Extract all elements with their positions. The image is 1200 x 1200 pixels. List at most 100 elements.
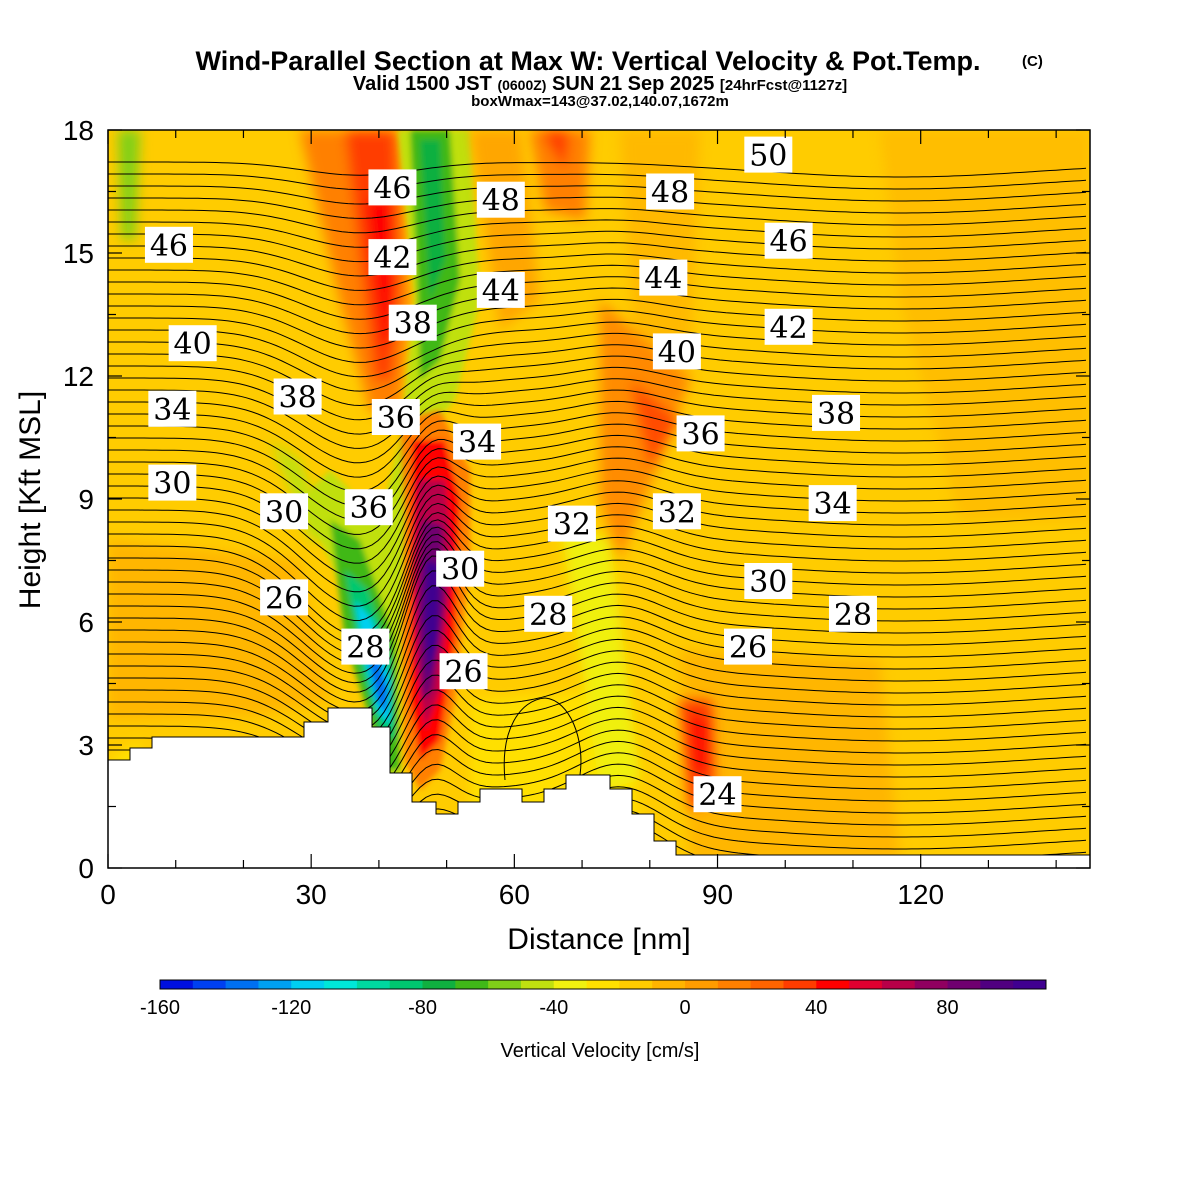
colorbar-swatch <box>422 980 456 989</box>
x-tick-label: 90 <box>702 879 733 910</box>
y-axis-title: Height [Kft MSL] <box>14 391 47 609</box>
theta-contour-line <box>108 321 1087 378</box>
colorbar-swatch <box>160 980 194 989</box>
theta-contour-line <box>108 242 1087 277</box>
theta-contour-line <box>108 585 1087 713</box>
theta-contour-line <box>108 629 1087 742</box>
colorbar-swatch <box>1013 980 1047 989</box>
theta-label: 34 <box>808 485 857 522</box>
subtitle-utc: (0600Z) <box>497 77 546 93</box>
theta-contour-line <box>108 659 1087 761</box>
theta-label: 26 <box>260 579 309 616</box>
theta-label: 28 <box>341 628 390 666</box>
theta-label: 34 <box>148 390 197 428</box>
theta-label-text: 46 <box>373 171 411 206</box>
theta-label: 40 <box>168 325 217 362</box>
theta-label: 32 <box>652 493 701 530</box>
chart-title: Wind-Parallel Section at Max W: Vertical… <box>196 46 981 76</box>
theta-contour-line <box>108 173 1087 191</box>
theta-label: 46 <box>764 222 813 260</box>
x-axis-title: Distance [nm] <box>507 923 690 956</box>
theta-label-box <box>676 415 725 452</box>
theta-label: 30 <box>260 493 309 530</box>
theta-label: 28 <box>828 595 877 633</box>
x-tick-label: 30 <box>296 879 327 910</box>
theta-contour-line <box>108 493 1087 607</box>
theta-label: 34 <box>453 423 502 461</box>
subtitle-forecast: [24hrFcst@1127z] <box>720 77 847 94</box>
theta-label: 36 <box>676 415 725 452</box>
theta-contour-line <box>108 615 1087 732</box>
colorbar-swatch <box>980 980 1014 989</box>
theta-label-text: 44 <box>644 262 682 297</box>
theta-label-text: 26 <box>444 655 482 690</box>
theta-label-text: 38 <box>394 307 432 342</box>
chart-subtitle-2: boxWmax=143@37.02,140.07,1672m <box>471 93 729 110</box>
theta-label-text: 34 <box>153 393 191 428</box>
colorbar-swatch <box>553 980 588 989</box>
colorbar-swatch <box>717 980 752 989</box>
theta-label: 26 <box>439 653 488 690</box>
theta-label: 44 <box>476 271 525 309</box>
colorbar-swatch <box>356 980 391 989</box>
theta-label-text: 34 <box>458 426 496 461</box>
theta-label-box <box>652 333 701 370</box>
theta-label-box <box>371 399 420 435</box>
x-tick-label: 60 <box>499 879 530 910</box>
colorbar-tick-label: -160 <box>140 997 180 1019</box>
theta-label-box <box>439 653 488 690</box>
theta-label-text: 40 <box>658 335 696 370</box>
theta-label-text: 46 <box>770 225 808 260</box>
theta-contour-line <box>108 555 1087 693</box>
theta-contour-line <box>108 253 1087 291</box>
theta-label: 42 <box>368 239 417 276</box>
theta-contour-line <box>108 423 1087 507</box>
y-tick-label: 12 <box>63 361 94 392</box>
theta-label-text: 30 <box>153 467 191 502</box>
theta-labels: 46 40 34 30 38 30 26 46 42 38 36 36 28 34 30 26 48 44 32 28… <box>144 136 877 813</box>
theta-label: 40 <box>652 333 701 370</box>
theta-label-box <box>812 394 861 431</box>
colorbar-tick-label: 80 <box>936 997 958 1019</box>
theta-label-box <box>524 595 573 632</box>
theta-label: 32 <box>547 505 596 543</box>
theta-contour-closed <box>503 697 582 781</box>
theta-contour-line <box>108 264 1087 306</box>
y-tick-label: 18 <box>63 115 94 146</box>
theta-label-box <box>744 563 793 599</box>
chart-subtitle: Valid 1500 JST (0600Z) SUN 21 Sep 2025 [… <box>353 73 847 95</box>
theta-label-box <box>547 505 596 542</box>
theta-label-box <box>260 579 309 616</box>
theta-label: 38 <box>388 304 437 342</box>
theta-label-box <box>764 308 813 345</box>
theta-contour-line <box>108 230 1087 263</box>
theta-label-box <box>646 173 695 210</box>
theta-label: 30 <box>744 563 793 600</box>
theta-label: 46 <box>368 169 417 206</box>
theta-label-text: 46 <box>150 229 188 264</box>
theta-label-text: 38 <box>279 381 317 416</box>
colorbar-swatch <box>389 980 424 989</box>
theta-contour-line <box>108 570 1087 703</box>
theta-label: 48 <box>646 173 695 211</box>
theta-contour-line <box>108 332 1087 392</box>
theta-label-box <box>744 136 793 173</box>
theta-label-box <box>148 464 197 501</box>
theta-label-text: 50 <box>749 139 787 174</box>
theta-label-box <box>260 493 309 530</box>
theta-label: 30 <box>436 550 485 588</box>
colorbar-swatch <box>488 980 522 989</box>
theta-contour-line <box>108 484 1087 593</box>
theta-label-box <box>808 485 857 522</box>
theta-label-box <box>148 390 197 427</box>
theta-contour-line <box>108 548 1087 684</box>
theta-label-box <box>693 776 742 813</box>
updraft-main <box>400 410 470 790</box>
theta-contour-line <box>108 219 1087 248</box>
theta-label-box <box>453 423 502 460</box>
theta-label: 24 <box>693 776 742 813</box>
theta-label-text: 48 <box>482 184 520 219</box>
colorbar-swatch <box>783 980 817 989</box>
theta-label: 42 <box>764 308 813 346</box>
theta-label-box <box>764 222 813 259</box>
